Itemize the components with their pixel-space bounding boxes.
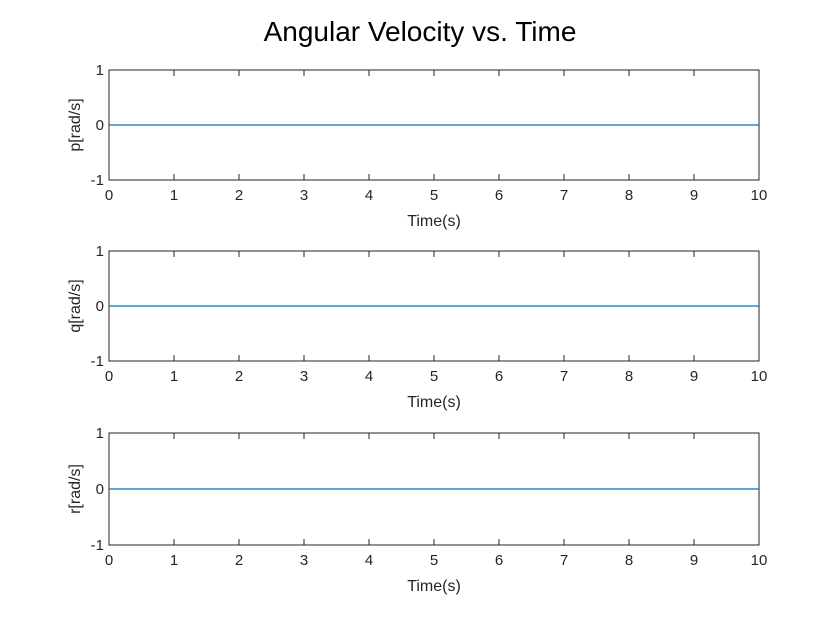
x-tick-label: 4 [365,552,373,569]
x-tick-label: 10 [751,368,768,385]
x-tick-label: 5 [430,187,438,204]
x-tick-label: 4 [365,368,373,385]
x-tick-label: 7 [560,368,568,385]
x-tick-label: 10 [751,187,768,204]
y-tick-label: 0 [96,481,104,498]
y-tick-label: 0 [96,298,104,315]
x-tick-label: 0 [105,187,113,204]
x-tick-label: 10 [751,552,768,569]
y-tick-label: -1 [91,172,104,189]
x-tick-label: 7 [560,187,568,204]
y-axis-label: r[rad/s] [67,464,84,514]
x-tick-label: 7 [560,552,568,569]
x-axis-label: Time(s) [407,578,461,595]
x-tick-label: 1 [170,187,178,204]
x-tick-label: 6 [495,187,503,204]
y-tick-label: 1 [96,425,104,442]
x-tick-label: 8 [625,368,633,385]
x-axis-label: Time(s) [407,213,461,230]
y-tick-label: -1 [91,537,104,554]
x-tick-label: 3 [300,187,308,204]
x-axis-label: Time(s) [407,394,461,411]
x-tick-label: 0 [105,552,113,569]
x-tick-label: 4 [365,187,373,204]
x-tick-label: 9 [690,187,698,204]
x-tick-label: 9 [690,368,698,385]
x-tick-label: 6 [495,552,503,569]
x-tick-label: 1 [170,368,178,385]
y-axis-label: q[rad/s] [67,279,84,332]
y-axis-label: p[rad/s] [67,98,84,151]
x-tick-label: 2 [235,552,243,569]
x-tick-label: 5 [430,368,438,385]
x-tick-label: 3 [300,368,308,385]
y-tick-label: 0 [96,117,104,134]
x-tick-label: 6 [495,368,503,385]
x-tick-label: 1 [170,552,178,569]
x-tick-label: 8 [625,187,633,204]
x-tick-label: 0 [105,368,113,385]
x-tick-label: 2 [235,187,243,204]
x-tick-label: 3 [300,552,308,569]
y-tick-label: 1 [96,62,104,79]
x-tick-label: 9 [690,552,698,569]
x-tick-label: 8 [625,552,633,569]
x-tick-label: 5 [430,552,438,569]
x-tick-label: 2 [235,368,243,385]
y-tick-label: -1 [91,353,104,370]
chart-title: Angular Velocity vs. Time [264,16,577,47]
y-tick-label: 1 [96,243,104,260]
